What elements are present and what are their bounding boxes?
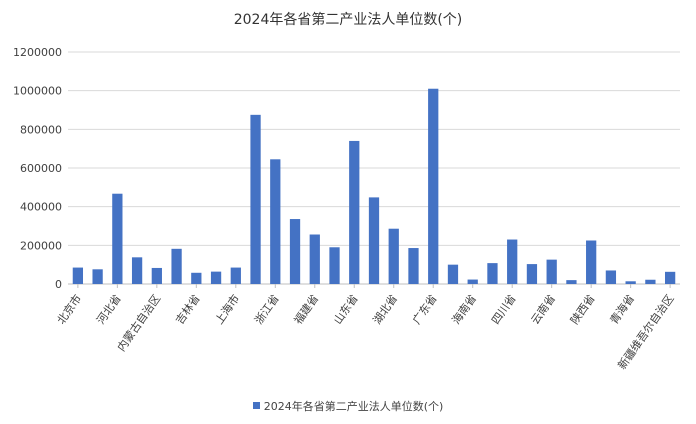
x-tick-label: 浙江省 — [252, 292, 282, 326]
x-tick-label: 上海市 — [212, 292, 242, 327]
x-tick-label: 北京市 — [54, 292, 84, 327]
x-tick-label: 湖北省 — [371, 292, 401, 326]
bar-广东省[interactable] — [428, 88, 439, 284]
bar-四川省[interactable] — [507, 239, 518, 284]
bar-上海市[interactable] — [230, 267, 241, 284]
y-tick-label: 200000 — [20, 239, 62, 252]
bar-广西壮族自治区[interactable] — [447, 264, 459, 284]
bar-甘肃省[interactable] — [605, 270, 617, 284]
bar-安徽省[interactable] — [289, 219, 301, 284]
bar-辽宁省[interactable] — [171, 248, 182, 284]
bar-吉林省[interactable] — [191, 272, 202, 284]
y-tick-label: 0 — [55, 278, 62, 291]
legend[interactable]: 2024年各省第二产业法人单位数(个) — [0, 398, 696, 414]
bar-河南省[interactable] — [368, 197, 380, 284]
y-tick-label: 800000 — [20, 123, 62, 136]
bar-海南省[interactable] — [467, 279, 478, 284]
bar-湖南省[interactable] — [408, 248, 419, 284]
chart-title: 2024年各省第二产业法人单位数(个) — [233, 12, 463, 28]
y-tick-label: 1200000 — [13, 46, 62, 59]
x-tick-label: 吉林省 — [172, 292, 202, 327]
bar-江西省[interactable] — [329, 247, 340, 284]
x-tick-label: 广东省 — [410, 292, 440, 326]
x-tick-label: 青海省 — [607, 292, 637, 327]
bar-宁夏回族自治区[interactable] — [645, 279, 656, 284]
legend-swatch — [252, 402, 260, 409]
bar-青海省[interactable] — [625, 281, 636, 284]
bar-浙江省[interactable] — [270, 159, 281, 284]
bar-新疆维吾尔自治区[interactable] — [664, 271, 676, 284]
bar-山东省[interactable] — [349, 140, 360, 284]
bar-重庆市[interactable] — [487, 263, 498, 284]
bar-陕西省[interactable] — [586, 240, 597, 285]
bar-贵州省[interactable] — [526, 264, 538, 284]
bar-湖北省[interactable] — [388, 228, 399, 284]
legend-label: 2024年各省第二产业法人单位数(个) — [263, 400, 444, 413]
bar-云南省[interactable] — [546, 259, 557, 284]
bar-河北省[interactable] — [112, 193, 123, 284]
x-tick-label: 河北省 — [94, 292, 124, 326]
y-tick-label: 400000 — [20, 201, 62, 214]
bar-西藏自治区[interactable] — [566, 280, 577, 284]
y-tick-label: 600000 — [20, 162, 62, 175]
x-tick-label: 四川省 — [489, 292, 519, 326]
x-tick-label: 陕西省 — [567, 292, 597, 327]
bar-北京市[interactable] — [72, 267, 84, 284]
bar-内蒙古自治区[interactable] — [151, 267, 162, 284]
x-tick-label: 海南省 — [449, 292, 479, 327]
x-tick-label: 福建省 — [291, 292, 321, 327]
y-tick-label: 1000000 — [13, 85, 62, 98]
bar-天津市[interactable] — [92, 269, 103, 284]
bar-黑龙江省[interactable] — [210, 271, 222, 284]
bar-江苏省[interactable] — [250, 114, 261, 284]
x-tick-label: 云南省 — [529, 292, 559, 326]
bar-福建省[interactable] — [309, 234, 320, 284]
bar-山西省[interactable] — [131, 257, 143, 284]
x-tick-label: 山东省 — [331, 292, 361, 326]
